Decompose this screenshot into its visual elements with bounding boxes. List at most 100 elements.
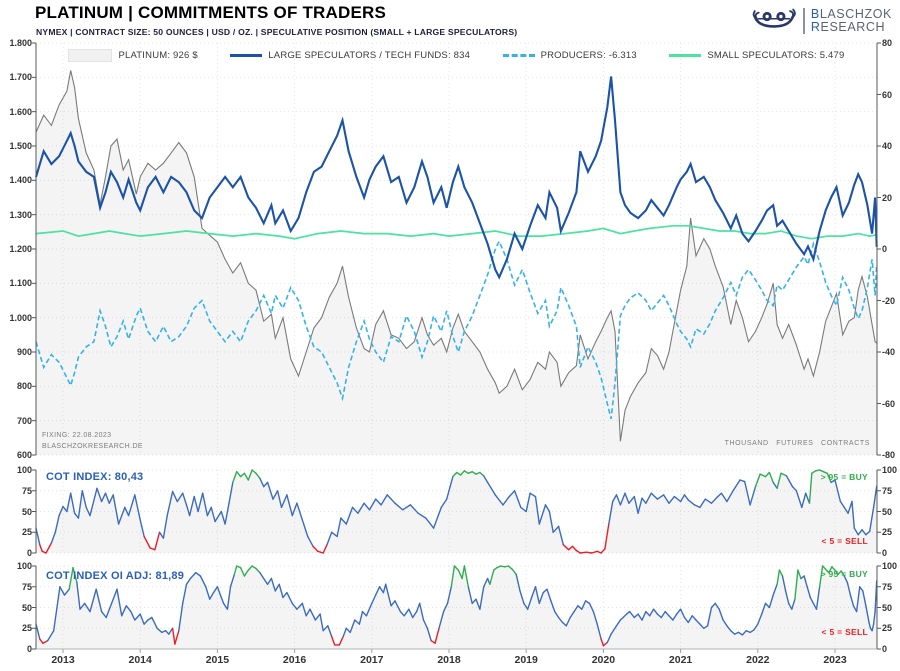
cot-index-oi-adj-line-segment	[565, 616, 571, 627]
cot-index-oi-adj-line-segment	[710, 602, 716, 609]
cot-index-line-segment	[568, 545, 574, 551]
cot-index-oi-adj-line-segment	[554, 610, 560, 619]
cot-index-oi-adj-line-segment	[695, 619, 701, 625]
producers-swatch	[502, 54, 535, 57]
cot-index-oi-adj-line-segment	[511, 568, 517, 575]
cot-index-oi-adj-caption: COT INDEX OI ADJ: 81,89	[46, 570, 185, 582]
cot-index-oi-adj-line-segment	[840, 570, 845, 577]
cot-index-oi-adj-line-segment	[130, 610, 136, 621]
cot-index-line-segment	[73, 512, 80, 519]
cot-index-oi-adj-left-axis-tick-label: 75	[21, 581, 32, 592]
cot-index-oi-adj-line-segment	[35, 623, 41, 640]
cot-index-line-segment	[801, 492, 807, 509]
cot-index-line-segment	[54, 514, 60, 533]
cot-index-line-segment	[104, 492, 111, 504]
cot-index-oi-adj-line-segment	[434, 627, 440, 644]
cot-index-line-segment	[251, 469, 257, 474]
cot-index-oi-adj-line-segment	[815, 586, 821, 610]
cot-index-oi-adj-line-segment	[457, 569, 463, 580]
cot-index-oi-adj-line-segment	[467, 586, 473, 605]
cot-index-line-segment	[869, 506, 875, 533]
main-left-axis-tick-label: 1.500	[9, 141, 32, 151]
platinum-price-line	[35, 70, 878, 442]
cot-index-line-segment	[375, 498, 382, 506]
cot-index-line-segment	[693, 504, 701, 509]
cot-index-line-segment	[749, 485, 757, 506]
cot-index-oi-adj-line-segment	[178, 602, 184, 632]
cot-index-oi-adj-line-segment	[581, 600, 587, 610]
cot-index-line-segment	[650, 492, 659, 500]
main-left-axis-tick-label: 1.000	[9, 312, 32, 323]
cot-index-oi-adj-line-segment	[874, 580, 878, 613]
cot-index-line-segment	[326, 531, 333, 546]
cot-index-oi-adj-line-segment	[764, 602, 771, 609]
cot-index-line-segment	[351, 506, 359, 514]
cot-index-line-segment	[185, 504, 191, 517]
cot-index-line-segment	[243, 472, 250, 481]
small-speculators-swatch	[669, 54, 702, 57]
cot-index-line-segment	[641, 497, 647, 504]
cot-index-oi-adj-line-segment	[714, 602, 720, 610]
cot-index-oi-adj-line-segment	[403, 608, 410, 617]
cot-index-line-segment	[475, 471, 481, 475]
cot-index-oi-adj-line-segment	[314, 613, 321, 621]
cot-index-line-segment	[154, 531, 161, 551]
cot-index-line-segment	[764, 471, 771, 478]
cot-index-area-fill	[36, 470, 877, 553]
cot-index-left-axis-tick-label: 75	[21, 485, 32, 496]
legend-label: PLATINUM: 926 $	[118, 50, 198, 61]
cot-index-oi-adj-line-segment	[390, 600, 396, 607]
cot-index-oi-adj-line-segment	[703, 625, 709, 629]
cot-index-oi-adj-line-segment	[772, 583, 778, 596]
cot-index-oi-adj-line-segment	[600, 638, 605, 647]
page-title: PLATINUM | COMMITMENTS OF TRADERS	[35, 3, 387, 22]
cot-index-line-segment	[380, 494, 388, 506]
cot-index-oi-adj-line-segment	[139, 613, 145, 625]
cot-index-oi-adj-line-segment	[438, 610, 445, 629]
cot-index-oi-adj-line-segment	[147, 616, 153, 621]
cot-index-oi-adj-line-segment	[156, 627, 163, 634]
main-left-axis-tick-label: 700	[16, 415, 32, 426]
cot-index-line-segment	[117, 506, 126, 525]
cot-index-oi-adj-line-segment	[561, 621, 567, 627]
cot-index-line-segment	[280, 494, 288, 509]
cot-index-oi-adj-line-segment	[382, 583, 387, 594]
cot-index-line-segment	[834, 479, 842, 503]
cot-index-oi-adj-line-segment	[46, 630, 55, 642]
cot-index-oi-adj-line-segment	[676, 608, 682, 615]
cot-index-oi-adj-line-segment	[319, 613, 324, 632]
cot-index-line-segment	[368, 498, 377, 511]
main-left-axis-tick-label: 1.600	[9, 106, 32, 117]
cot-index-line-segment	[210, 506, 216, 523]
cot-index-oi-adj-line-segment	[174, 630, 180, 645]
cot-index-line-segment	[235, 471, 242, 478]
cot-index-line-segment	[66, 492, 72, 513]
cot-index-line-segment	[363, 502, 371, 511]
cot-index-oi-adj-line-segment	[168, 627, 174, 635]
cot-index-line-segment	[637, 497, 643, 514]
cot-index-oi-adj-line-segment	[446, 586, 452, 605]
cot-index-oi-adj-line-segment	[515, 573, 521, 592]
cot-index-oi-adj-line-segment	[672, 613, 678, 621]
cot-index-oi-adj-line-segment	[39, 638, 44, 644]
cot-index-line-segment	[188, 495, 195, 517]
cot-index-oi-adj-line-segment	[349, 619, 356, 634]
cot-index-line-segment	[557, 525, 564, 546]
cot-index-oi-adj-line-segment	[825, 568, 830, 574]
cot-index-line-segment	[307, 535, 314, 548]
cot-index-oi-adj-line-segment	[843, 575, 849, 584]
fixing-date: FIXING: 22.08.2023	[42, 432, 112, 439]
page-subtitle: NYMEX | CONTRACT SIZE: 50 OUNCES | USD /…	[36, 27, 518, 37]
cot-index-oi-adj-line-segment	[89, 588, 97, 613]
cot-index-line-segment	[452, 471, 458, 478]
cot-index-line-segment	[604, 523, 610, 550]
cot-index-oi-adj-line-segment	[331, 635, 336, 646]
cot-index-oi-adj-line-segment	[489, 569, 495, 585]
cot-index-line-segment	[127, 494, 136, 517]
cot-index-oi-adj-right-axis-tick-label: 75	[882, 581, 893, 592]
cot-index-oi-adj-line-segment	[834, 569, 839, 575]
cot-index-line-segment	[69, 492, 76, 514]
cot-index-line-segment	[456, 471, 462, 476]
main-right-axis-tick-label: -80	[882, 450, 896, 460]
